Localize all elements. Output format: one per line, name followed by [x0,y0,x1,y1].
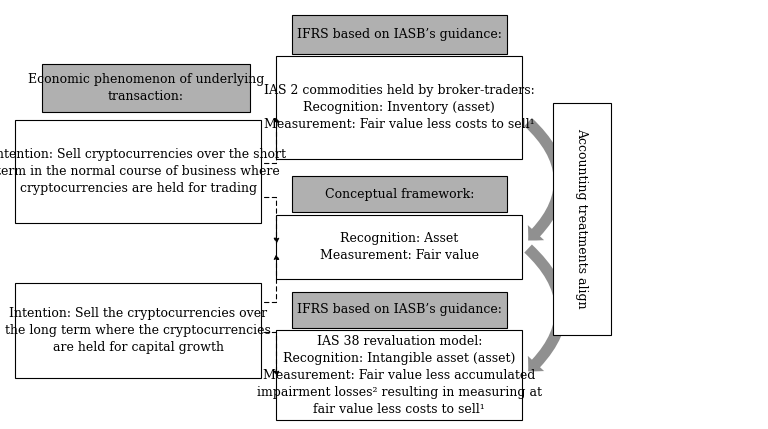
Bar [553,103,611,335]
Bar [15,120,261,223]
Text: IFRS based on IASB’s guidance:: IFRS based on IASB’s guidance: [297,28,502,41]
FancyArrowPatch shape [525,245,567,372]
Bar [276,330,522,420]
Text: Intention: Sell cryptocurrencies over the short
term in the normal course of bus: Intention: Sell cryptocurrencies over th… [0,148,286,195]
Bar [292,176,507,212]
Text: Recognition: Asset
Measurement: Fair value: Recognition: Asset Measurement: Fair val… [319,232,479,262]
Bar [42,64,250,112]
Bar [15,283,261,378]
Text: Economic phenomenon of underlying
transaction:: Economic phenomenon of underlying transa… [28,73,264,103]
Bar [276,56,522,159]
Text: Accounting treatments align: Accounting treatments align [575,128,588,309]
Text: IAS 2 commodities held by broker-traders:
Recognition: Inventory (asset)
Measure: IAS 2 commodities held by broker-traders… [264,84,535,131]
Text: IAS 38 revaluation model:
Recognition: Intangible asset (asset)
Measurement: Fai: IAS 38 revaluation model: Recognition: I… [257,335,542,416]
Bar [276,214,522,279]
Bar [292,292,507,328]
Text: Conceptual framework:: Conceptual framework: [325,187,474,201]
FancyArrowPatch shape [525,118,565,241]
Text: IFRS based on IASB’s guidance:: IFRS based on IASB’s guidance: [297,303,502,317]
Bar [292,15,507,54]
Text: Intention: Sell the cryptocurrencies over
the long term where the cryptocurrenci: Intention: Sell the cryptocurrencies ove… [5,307,271,354]
